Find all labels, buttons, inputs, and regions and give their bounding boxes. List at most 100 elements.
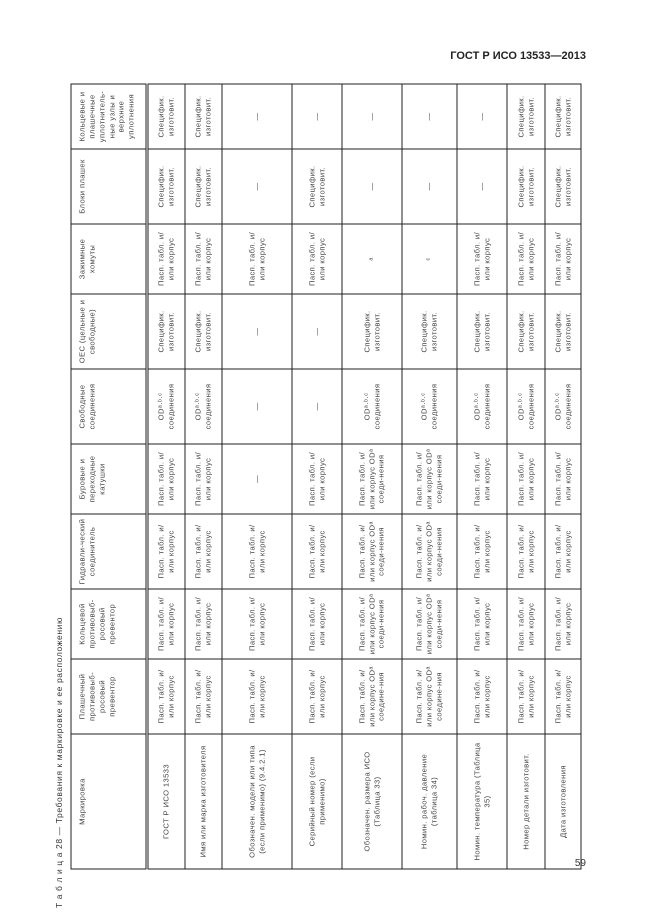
- table-cell: Пасп. табл. и/или корпус: [507, 589, 545, 659]
- column-header: Маркировка: [71, 734, 147, 869]
- table-cell: ODᵃ·ᵇ·ᶜ соединения: [457, 369, 507, 444]
- table-cell: Пасп. табл. и/или корпус: [457, 589, 507, 659]
- table-cell: Пасп. табл. и/или корпус: [147, 589, 185, 659]
- table-cell: Специфик. изготовит.: [147, 84, 185, 149]
- row-label: Обозначен. размера ИСО (Таблица 33): [342, 734, 402, 869]
- table-cell: Пасп. табл. и/или корпус: [545, 224, 581, 294]
- table-cell: ᵃ: [342, 224, 402, 294]
- table-cell: Пасп. табл. и/или корпус ODᵃ соеди-нения: [402, 444, 457, 514]
- table-cell: Пасп. табл. и/или корпус ODᵃ соеди-нения: [342, 589, 402, 659]
- table-cell: Пасп. табл. и/или корпус: [185, 224, 222, 294]
- column-header: OEC (цельные и свободные): [71, 294, 147, 369]
- table-cell: Специфик. изготовит.: [342, 294, 402, 369]
- table-cell: Специфик. изготовит.: [292, 149, 342, 224]
- page-number: 59: [574, 858, 586, 869]
- table-cell: Пасп. табл. и/или корпус ODᵃ соеди-нения: [342, 514, 402, 589]
- table-cell: —: [457, 84, 507, 149]
- table-cell: Пасп. табл. и/или корпус: [185, 514, 222, 589]
- table-cell: Специфик. изготовит.: [507, 84, 545, 149]
- row-label: Дата изготовления: [545, 734, 581, 869]
- table-row: Дата изготовления Пасп. табл. и/или корпу…: [545, 84, 581, 869]
- table-row: Обозначен. модели или типа (если примени…: [222, 84, 292, 869]
- table-cell: Пасп. табл. и/или корпус: [147, 514, 185, 589]
- table-cell: Пасп. табл. и/или корпус: [545, 589, 581, 659]
- row-label: Номер детали изготовит.: [507, 734, 545, 869]
- table-cell: Пасп. табл. и/или корпус: [222, 589, 292, 659]
- table-row: Серийный номер (если применимо) Пасп. таб…: [292, 84, 342, 869]
- column-header: Плашечный противовыб-росовый превентор: [71, 659, 147, 734]
- table-row: Номин. температура (Таблица 35) Пасп. таб…: [457, 84, 507, 869]
- table-row: Обозначен. размера ИСО (Таблица 33) Пасп.…: [342, 84, 402, 869]
- table-cell: Пасп. табл. и/или корпус: [507, 514, 545, 589]
- table-row: Имя или марка изготовителя Пасп. табл. и/…: [185, 84, 222, 869]
- row-label: Имя или марка изготовителя: [185, 734, 222, 869]
- table-cell: —: [342, 84, 402, 149]
- table-cell: Пасп. табл. и/или корпус: [457, 224, 507, 294]
- marking-requirements-table: Маркировка Плашечный противовыб-росовый п…: [71, 84, 582, 870]
- table-cell: Пасп. табл. и/или корпус: [292, 444, 342, 514]
- column-header: Блоки плашек: [71, 149, 147, 224]
- table-cell: —: [402, 84, 457, 149]
- table-cell: Пасп. табл. и/или корпус: [292, 514, 342, 589]
- column-header: Буровые и переходные катушки: [71, 444, 147, 514]
- table-cell: ODᵃ·ᵇ·ᶜ соединения: [185, 369, 222, 444]
- table-cell: Пасп. табл. и/или корпус ODᵃ соеди-нения: [342, 444, 402, 514]
- row-label: Номин. рабоч. давление (таблица 34): [402, 734, 457, 869]
- table-cell: Пасп. табл. и/или корпус: [457, 659, 507, 734]
- table-cell: —: [222, 84, 292, 149]
- column-header: Гидравли-ческий соединитель: [71, 514, 147, 589]
- table-cell: Пасп. табл. и/или корпус ODᵃ соедине-ния: [402, 659, 457, 734]
- table-cell: —: [292, 369, 342, 444]
- column-header: Зажимные хомуты: [71, 224, 147, 294]
- table-cell: Пасп. табл. и/или корпус: [147, 444, 185, 514]
- table-cell: Специфик. изготовит.: [147, 149, 185, 224]
- table-cell: Пасп. табл. и/или корпус: [185, 589, 222, 659]
- table-cell: Специфик. изготовит.: [185, 84, 222, 149]
- row-label: Обозначен. модели или типа (если примени…: [222, 734, 292, 869]
- table-cell: ODᵃ·ᵇ·ᶜ соединения: [402, 369, 457, 444]
- table-cell: Пасп. табл. и/или корпус: [545, 659, 581, 734]
- row-label: ГОСТ Р ИСО 13533: [147, 734, 185, 869]
- table-cell: Специфик. изготовит.: [545, 294, 581, 369]
- column-header: Кольцевые и плашечные уплотнитель-ные уз…: [71, 84, 147, 149]
- table-cell: Пасп. табл. и/или корпус: [507, 659, 545, 734]
- table-cell: Пасп. табл. и/или корпус: [545, 514, 581, 589]
- table-cell: Специфик. изготовит.: [147, 294, 185, 369]
- table-cell: Специфик. изготовит.: [507, 294, 545, 369]
- table-cell: Пасп. табл. и/или корпус: [185, 659, 222, 734]
- table-cell: Специфик. изготовит.: [185, 294, 222, 369]
- table-cell: —: [222, 369, 292, 444]
- table-cell: ᶜ: [402, 224, 457, 294]
- table-cell: Пасп. табл. и/или корпус: [222, 224, 292, 294]
- table-cell: Пасп. табл. и/или корпус ODᵃ соедине-ния: [342, 659, 402, 734]
- table-cell: —: [342, 149, 402, 224]
- table-cell: ODᵃ·ᵇ·ᶜ соединения: [545, 369, 581, 444]
- table-cell: Пасп. табл. и/или корпус ODᵃ соеди-нения: [402, 589, 457, 659]
- table-cell: Специфик. изготовит.: [545, 149, 581, 224]
- table-cell: ODᵃ·ᵇ·ᶜ соединения: [507, 369, 545, 444]
- table-cell: Пасп. табл. и/или корпус: [457, 514, 507, 589]
- table-cell: ODᵃ·ᵇ·ᶜ соединения: [147, 369, 185, 444]
- table-cell: —: [292, 84, 342, 149]
- table-row: Номин. рабоч. давление (таблица 34) Пасп.…: [402, 84, 457, 869]
- document-header: ГОСТ Р ИСО 13533—2013: [450, 50, 586, 62]
- table-cell: Пасп. табл. и/или корпус: [507, 224, 545, 294]
- table-cell: Пасп. табл. и/или корпус: [185, 444, 222, 514]
- table-cell: Пасп. табл. и/или корпус: [147, 659, 185, 734]
- table-cell: —: [222, 444, 292, 514]
- table-row: Номер детали изготовит. Пасп. табл. и/или…: [507, 84, 545, 869]
- table-cell: Пасп. табл. и/или корпус: [222, 514, 292, 589]
- rotated-table-wrapper: Маркировка Плашечный противовыб-росовый п…: [71, 84, 582, 870]
- column-header: Свободные соединения: [71, 369, 147, 444]
- table-cell: —: [222, 149, 292, 224]
- row-label: Серийный номер (если применимо): [292, 734, 342, 869]
- table-cell: ODᵃ·ᵇ·ᶜ соединения: [342, 369, 402, 444]
- table-cell: Пасп. табл. и/или корпус: [507, 444, 545, 514]
- table-cell: Пасп. табл. и/или корпус ODᵃ соеди-нения: [402, 514, 457, 589]
- table-cell: Пасп. табл. и/или корпус: [292, 589, 342, 659]
- table-cell: Специфик. изготовит.: [402, 294, 457, 369]
- table-cell: —: [292, 294, 342, 369]
- column-header: Кольцевой противовыб-росовый превентор: [71, 589, 147, 659]
- table-cell: Пасп. табл. и/или корпус: [222, 659, 292, 734]
- table-header-row: Маркировка Плашечный противовыб-росовый п…: [71, 84, 147, 869]
